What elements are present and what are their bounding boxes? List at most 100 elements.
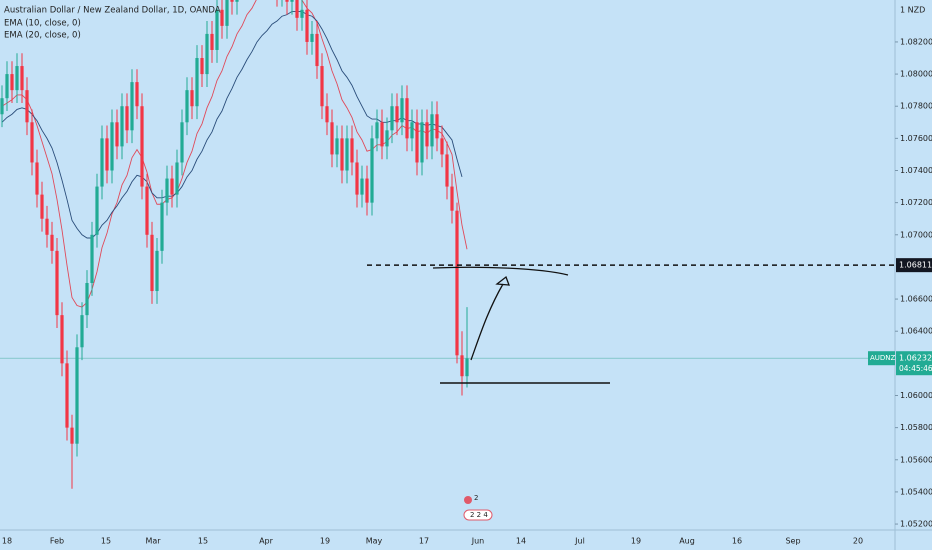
y-tick-label: 1.05200	[900, 520, 932, 529]
y-tick-label: 1.08200	[900, 37, 932, 46]
badge-label: 2 2 4	[470, 511, 488, 519]
candle-body	[90, 234, 94, 283]
candle-body	[25, 90, 29, 123]
candle-body	[185, 90, 189, 123]
x-tick-label: Sep	[785, 537, 800, 546]
candle-body	[150, 234, 154, 292]
candle-body	[80, 315, 84, 348]
candle-body	[390, 106, 394, 131]
candle-body	[165, 178, 169, 203]
candle-body	[430, 114, 434, 147]
candle-body	[210, 33, 214, 50]
candle-body	[355, 162, 359, 195]
indicator-legend: EMA (10, close, 0)	[4, 19, 81, 29]
ema-line	[1, 10, 463, 239]
candle-body	[375, 122, 379, 139]
candle-body	[130, 82, 134, 131]
candle-body	[290, 0, 294, 2]
ema-line	[1, 0, 468, 308]
candle-body	[5, 74, 9, 99]
candle-body	[225, 0, 229, 26]
candle-body	[320, 66, 324, 107]
candle-body	[360, 178, 364, 195]
candle-body	[415, 122, 419, 163]
candle-body	[200, 58, 204, 75]
candle-body	[105, 138, 109, 171]
candle-body	[340, 138, 344, 171]
candle-body	[335, 138, 339, 155]
candle-body	[455, 210, 459, 356]
badge-icon	[464, 496, 472, 504]
x-tick-label: Aug	[679, 537, 695, 546]
y-tick-label: 1.07200	[900, 198, 932, 207]
candle-body	[20, 66, 24, 91]
x-tick-label: Apr	[259, 537, 274, 546]
candle-body	[10, 74, 14, 91]
candle-body	[450, 186, 454, 211]
candle-body	[180, 122, 184, 163]
candle-body	[195, 58, 199, 107]
candle-body	[420, 122, 424, 163]
candle-body	[410, 122, 414, 139]
candle-body	[440, 138, 444, 155]
price-tag	[896, 351, 932, 376]
candle-body	[40, 194, 44, 219]
candle-body	[60, 315, 64, 364]
candle-body	[140, 106, 144, 187]
candle-body	[235, 0, 239, 2]
x-tick-label: 17	[419, 537, 429, 546]
x-tick-label: Jun	[471, 537, 485, 546]
candle-body	[95, 186, 99, 235]
price-tag-label: 1.06811	[899, 261, 932, 270]
x-tick-label: Mar	[145, 537, 161, 546]
candle-body	[310, 33, 314, 42]
x-tick-label: 16	[732, 537, 742, 546]
candle-body	[385, 130, 389, 147]
candle-body	[405, 98, 409, 139]
candle-body	[45, 218, 49, 235]
x-tick-label: 19	[320, 537, 330, 546]
badge-box	[463, 509, 493, 521]
candle-body	[100, 138, 104, 187]
candle-body	[170, 178, 174, 195]
y-tick-label: 1.07600	[900, 134, 932, 143]
x-tick-label: 15	[101, 537, 111, 546]
candle-body	[400, 98, 404, 123]
candle-body	[220, 9, 224, 26]
candle-body	[110, 122, 114, 171]
candle-body	[160, 202, 164, 251]
candle-body	[305, 9, 309, 42]
symbol-tag-label: AUDNZD	[870, 354, 901, 362]
badge-label: 2	[474, 494, 478, 502]
candle-body	[215, 9, 219, 50]
price-tag	[896, 258, 932, 273]
candle-body	[230, 0, 234, 2]
x-tick-label: Jul	[574, 537, 585, 546]
y-tick-label: 1.07400	[900, 166, 932, 175]
indicator-legend: EMA (20, close, 0)	[4, 31, 81, 41]
y-tick-label: 1.07000	[900, 230, 932, 239]
y-tick-label: 1.06400	[900, 327, 932, 336]
price-tag-label: 1.06232	[899, 354, 932, 363]
candle-body	[55, 250, 59, 316]
y-tick-label: 1.07800	[900, 102, 932, 111]
plot-area	[0, 0, 895, 489]
y-tick-label: 1.05600	[900, 455, 932, 464]
candle-body	[15, 66, 19, 91]
candle-body	[285, 0, 289, 2]
candle-body	[125, 106, 129, 131]
symbol-tag	[868, 351, 895, 366]
drawing-arrow	[470, 275, 510, 361]
candle-body	[350, 138, 354, 163]
candle-body	[135, 82, 139, 107]
x-tick-label: 20	[853, 537, 863, 546]
candle-body	[155, 250, 159, 292]
candle-body	[325, 106, 329, 123]
x-tick-label: Feb	[50, 537, 64, 546]
candle-body	[145, 186, 149, 235]
countdown-label: 04:45:46	[899, 364, 932, 373]
candle-body	[435, 114, 439, 139]
axis-unit: 1 NZD	[900, 6, 925, 15]
